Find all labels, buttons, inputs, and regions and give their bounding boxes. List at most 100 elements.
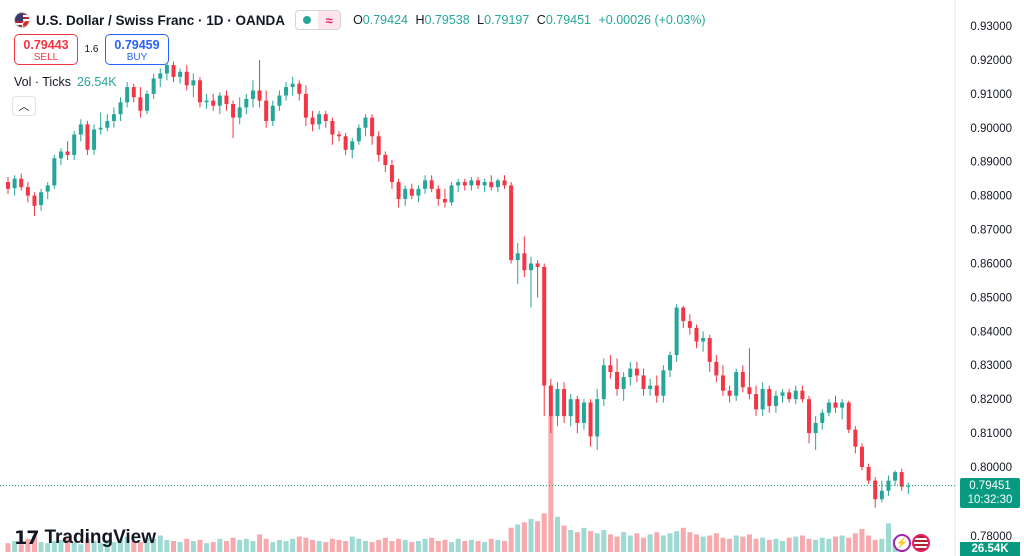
candle-body [356,127,361,142]
market-status-pill[interactable]: ≈ [295,10,342,30]
candle [648,378,653,396]
candle-body [906,485,911,487]
candle [522,236,527,278]
close-value: 0.79451 [545,13,592,27]
candle-body [661,370,666,396]
candle [25,182,30,203]
volume-bar [806,538,812,552]
candle-body [376,136,381,155]
volume-bar [568,530,574,552]
candle [734,368,739,401]
volume-bar [263,538,269,552]
trade-panel: 0.79443 SELL 1.6 0.79459 BUY [14,34,169,65]
candle [231,100,236,138]
candle [423,175,428,194]
volume-bar [601,530,607,552]
chevron-up-icon: ︿ [18,101,30,113]
volume-bar [720,537,726,552]
candle [767,385,772,413]
volume-bar [773,538,779,552]
volume-bar [237,539,243,552]
buy-button[interactable]: 0.79459 BUY [105,34,169,65]
candle [562,382,567,423]
candle-body [58,151,63,159]
candle [145,90,150,115]
candle [813,416,818,451]
volume-bar [674,531,680,552]
volume-bar [310,539,316,552]
price-tick-label: 0.84000 [970,326,1012,338]
price-tick-label: 0.93000 [970,21,1012,33]
volume-indicator-legend[interactable]: Vol · Ticks 26.54K [14,75,117,89]
candle-body [25,187,30,196]
volume-bar [131,541,137,552]
volume-bar [700,536,706,552]
sell-button[interactable]: 0.79443 SELL [14,34,78,65]
candle-body [85,124,90,150]
candle [277,90,282,111]
tradingview-logo[interactable]: 17 TradingView [14,527,156,549]
candle-body [178,71,183,77]
volume-bar [541,513,547,552]
volume-bar [548,415,554,552]
price-tick-label: 0.86000 [970,258,1012,270]
volume-bar [813,539,819,552]
candle [773,390,778,413]
candle [85,120,90,155]
candle [191,73,196,98]
price-axis[interactable]: 0.93000 0.92000 0.91000 0.90000 0.89000 0.880… [970,21,1012,543]
bolt-icon[interactable]: ⚡ [893,534,911,552]
candle [39,188,44,211]
candle [118,97,123,121]
volume-bar [833,536,838,552]
symbol-title[interactable]: U.S. Dollar / Swiss Franc · 1D · OANDA [36,12,286,28]
candle [528,256,533,308]
candle [244,93,249,115]
candle [224,90,229,111]
volume-bar [303,537,309,552]
candle-body [45,185,50,192]
candle [899,468,904,491]
us-event-flag-icon[interactable] [912,534,930,552]
price-tick-label: 0.90000 [970,123,1012,135]
candle [833,395,838,413]
candle-body [879,490,884,500]
volume-bar [607,534,613,552]
candle [310,110,315,132]
candle-body [389,165,394,183]
volume-bar [243,538,249,552]
volume-bar [422,538,428,552]
volume-bar [78,544,84,552]
volume-bar [316,541,322,552]
candle-body [224,95,229,105]
candle [595,388,600,451]
candle [409,183,414,200]
candle-body [707,338,712,362]
candle-body [290,83,295,88]
volume-tag: 26.54K [960,542,1020,556]
candle [284,81,289,101]
candle [641,368,646,396]
volume-bar [45,543,51,552]
candle-body [250,90,255,99]
volume-bar [707,535,713,552]
collapse-legend-button[interactable]: ︿ [12,96,36,116]
volume-bar [515,524,521,552]
candle-body [793,390,798,400]
volume-bar [210,542,216,552]
candle-body [211,100,216,106]
candle-body [171,65,176,77]
candle [19,173,24,191]
candle-body [654,385,659,396]
volume-bar [740,536,746,552]
candle [65,141,70,160]
volume-bar [872,539,878,552]
candle-body [323,114,328,121]
volume-bar [376,539,382,552]
volume-bar [680,527,686,552]
volume-bar [164,539,170,552]
candle-body [899,472,904,487]
spread-value: 1.6 [84,44,99,55]
candle [859,443,864,471]
